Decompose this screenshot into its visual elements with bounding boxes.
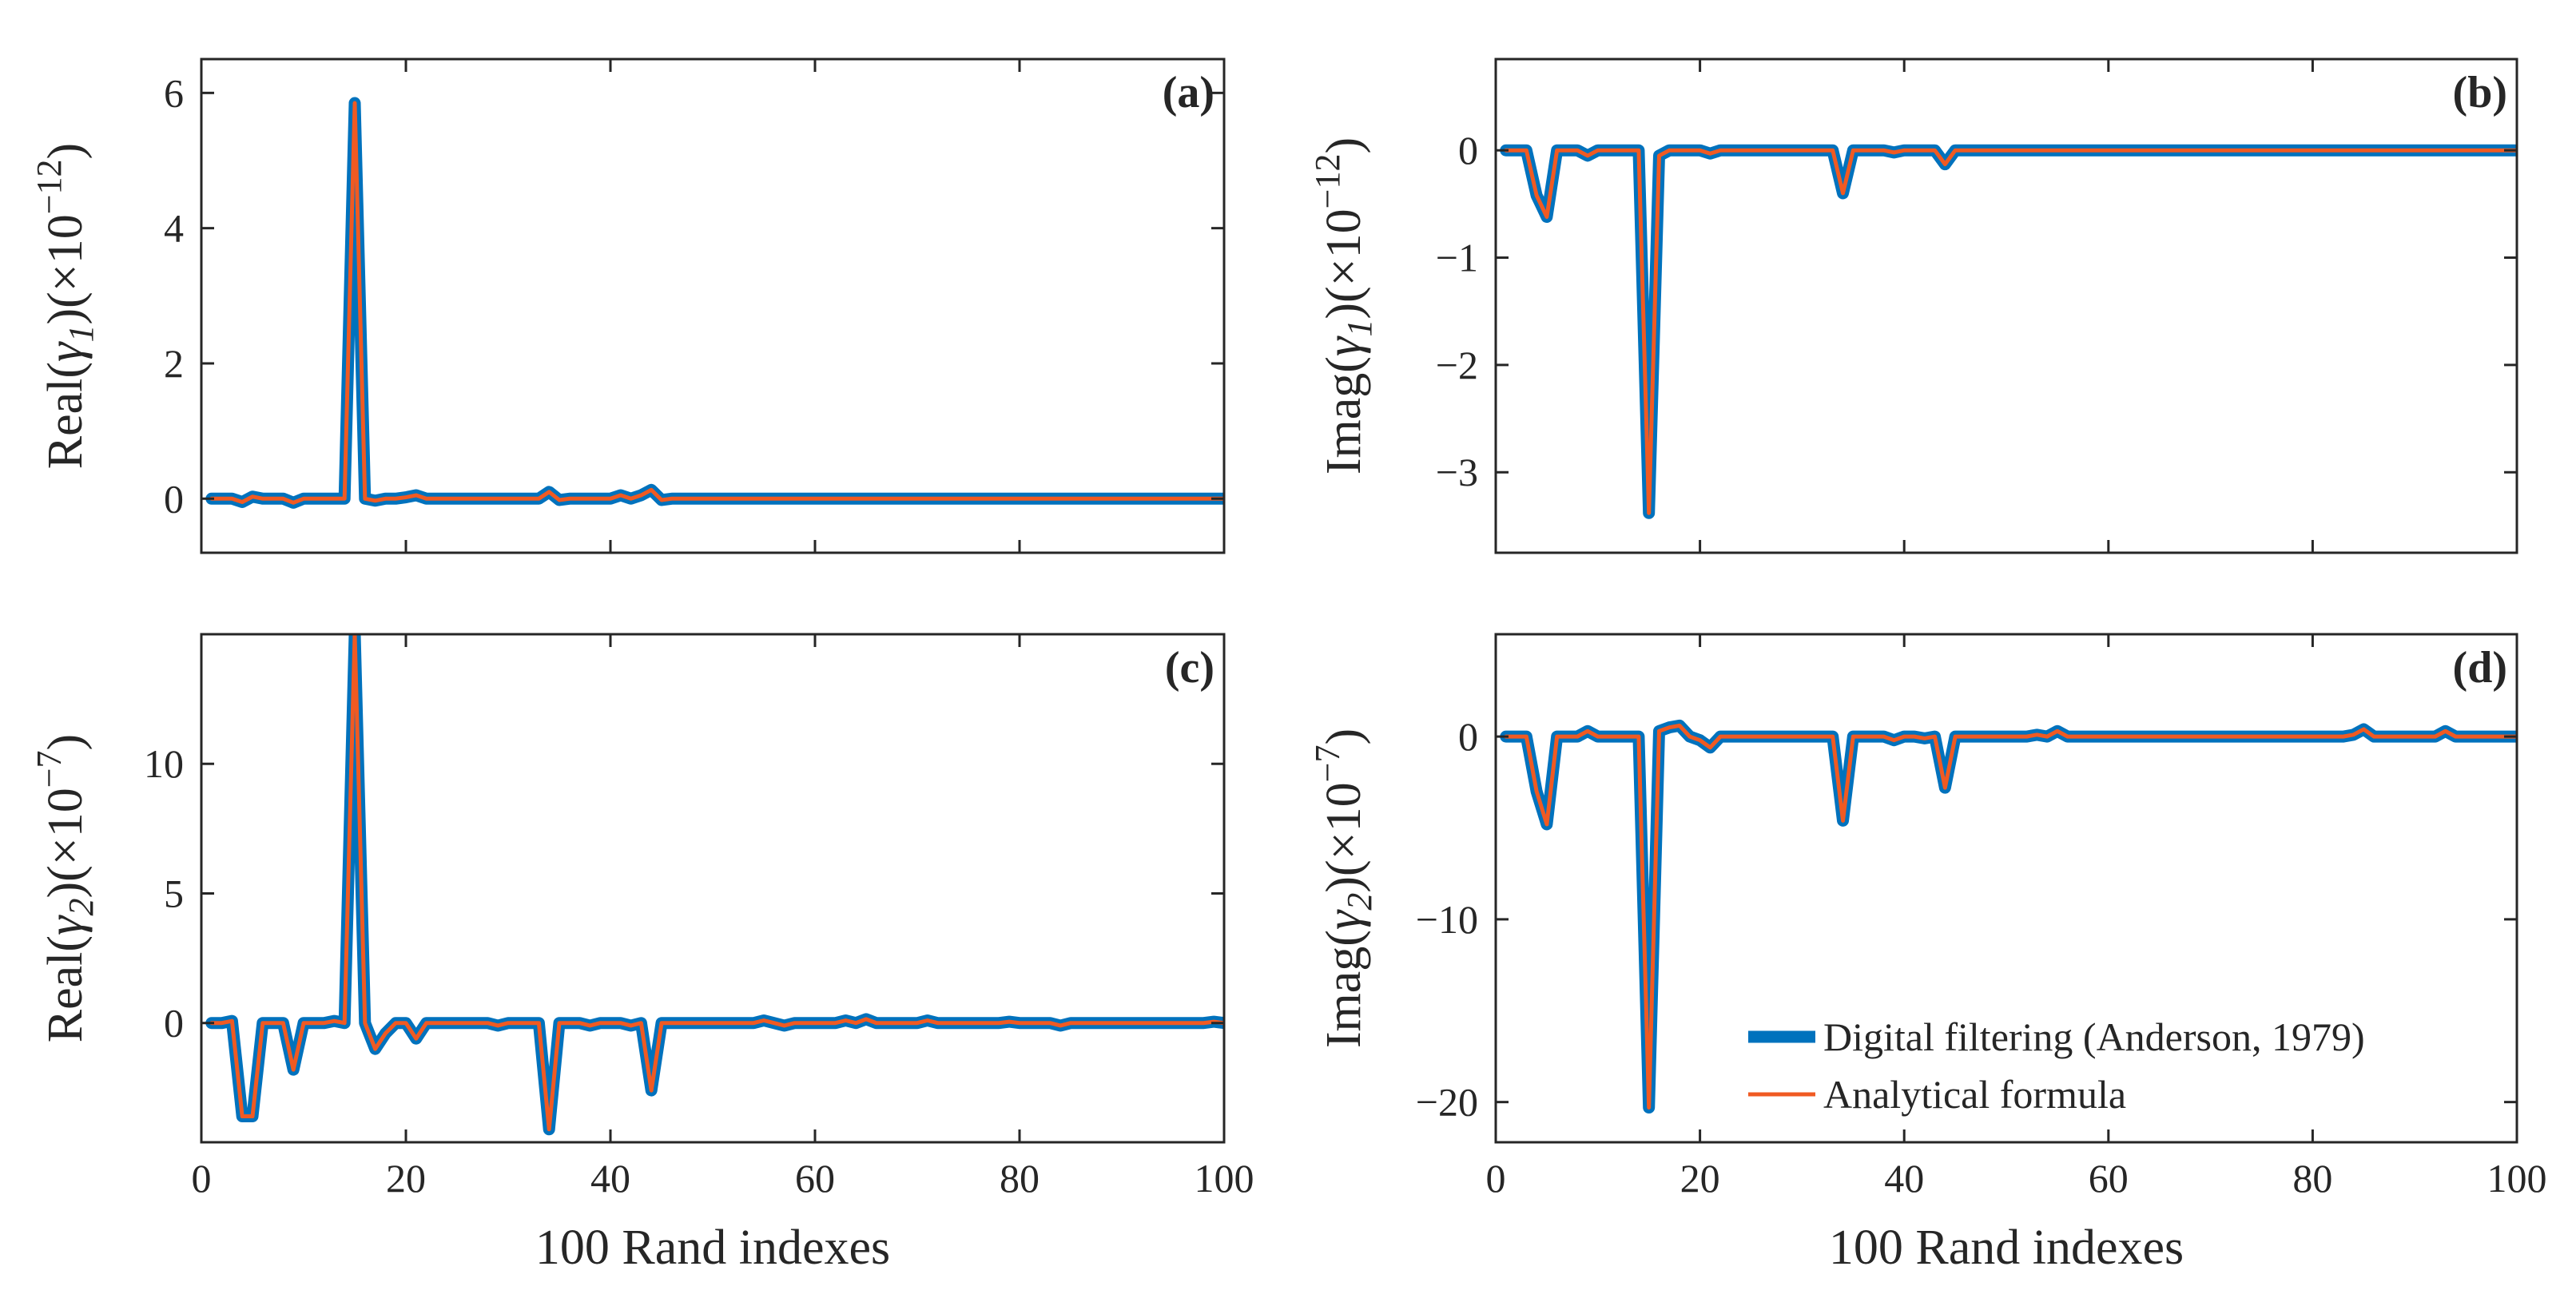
y-axis-label-part: ): [1317, 137, 1371, 154]
axes-box: [1494, 633, 2518, 1144]
x-tick-label: 80: [2292, 1156, 2332, 1201]
y-axis-label-part: γ: [38, 915, 93, 935]
y-tick-label: 5: [164, 871, 184, 915]
y-axis-label-part: 2: [62, 899, 101, 916]
legend: Digital filtering (Anderson, 1979) Analyt…: [1748, 1014, 2365, 1117]
y-tick-label: 4: [164, 206, 184, 251]
x-tick-label: 0: [1486, 1156, 1506, 1201]
y-tick-label: 6: [164, 70, 184, 115]
x-tick-label: 80: [1000, 1156, 1040, 1201]
x-tick-label: 0: [192, 1156, 212, 1201]
y-tick-label: 0: [1458, 714, 1478, 759]
panel-c: 0 20 40 60 80 100 0 5 10 (c) 100 Rand indexes Real(…: [30, 633, 1254, 1275]
x-tick-label: 100: [1195, 1156, 1254, 1201]
y-axis-label: Real(γ1)(×10−12): [30, 143, 101, 469]
y-axis-label-part: γ: [1317, 335, 1371, 356]
y-axis-label: Real(γ2)(×10−7): [30, 734, 101, 1042]
y-axis-label-part: ): [1317, 728, 1371, 745]
y-tick-label: −20: [1416, 1080, 1478, 1125]
y-axis-label-part: ): [38, 143, 93, 160]
y-tick-label: −10: [1416, 897, 1478, 942]
x-axis-label: 100 Rand indexes: [1829, 1221, 2184, 1275]
panel-label: (c): [1165, 643, 1214, 693]
y-axis-label: Imag(γ2)(×10−7): [1308, 728, 1379, 1048]
legend-label-digital: Digital filtering (Anderson, 1979): [1823, 1014, 2365, 1059]
x-tick-label: 20: [1680, 1156, 1720, 1201]
axes-box: [200, 633, 1226, 1144]
y-tick-label: 10: [144, 741, 184, 786]
axes-box: [200, 58, 1226, 554]
y-axis-label-part: 1: [1340, 320, 1379, 337]
panel-label: (d): [2453, 643, 2507, 693]
series-analytical-formula: [1504, 723, 2517, 1110]
y-axis-label-part: )(×10: [38, 788, 93, 898]
y-tick-label: −2: [1436, 343, 1478, 387]
y-axis-label-part: )(×10: [1317, 782, 1371, 892]
y-axis-label-part: 1: [62, 325, 101, 343]
x-tick-label: 100: [2487, 1156, 2547, 1201]
y-axis-label-part: γ: [1317, 909, 1371, 930]
axes-box: [1494, 58, 2518, 554]
y-axis-label-part: −12: [30, 159, 69, 214]
y-axis-label-part: −7: [30, 750, 69, 788]
x-tick-label: 20: [386, 1156, 426, 1201]
y-axis-label-part: 2: [1340, 893, 1379, 911]
y-tick-label: −3: [1436, 450, 1478, 494]
y-axis-label-part: )(×10: [1317, 208, 1371, 319]
y-axis-label-part: −12: [1308, 154, 1347, 209]
series-analytical-formula: [1504, 148, 2517, 515]
series-analytical-formula: [209, 634, 1224, 1132]
panel-a: 0 2 4 6 (a) Real(γ1)(×10−12): [30, 58, 1226, 554]
series-analytical-formula: [209, 101, 1224, 505]
y-axis-label: Imag(γ1)(×10−12): [1308, 137, 1379, 474]
y-axis-label-part: )(×10: [38, 214, 93, 324]
y-axis-label-part: γ: [38, 341, 93, 362]
legend-label-analytical: Analytical formula: [1823, 1072, 2126, 1117]
x-axis-label: 100 Rand indexes: [535, 1221, 890, 1275]
y-axis-label-part: Real(: [38, 935, 93, 1042]
y-axis-label-part: ): [38, 734, 93, 751]
x-tick-label: 40: [1884, 1156, 1924, 1201]
panel-d: 0 20 40 60 80 100 −20 −10 0 (d) 100 Rand indexes Im…: [1308, 633, 2547, 1275]
x-tick-label: 60: [2089, 1156, 2129, 1201]
x-tick-label: 40: [590, 1156, 630, 1201]
y-axis-label-part: Imag(: [1317, 356, 1371, 474]
y-axis-label-part: Imag(: [1317, 930, 1371, 1048]
y-tick-label: −1: [1436, 236, 1478, 280]
y-axis-label-part: −7: [1308, 745, 1347, 783]
panel-label: (a): [1163, 68, 1214, 117]
y-tick-label: 2: [164, 341, 184, 386]
y-tick-label: 0: [164, 476, 184, 521]
y-axis-label-part: Real(: [38, 362, 93, 469]
y-tick-label: 0: [164, 1001, 184, 1046]
panel-label: (b): [2453, 68, 2507, 117]
x-tick-label: 60: [795, 1156, 835, 1201]
y-tick-label: 0: [1458, 128, 1478, 173]
panel-b: −3 −2 −1 0 (b) Imag(γ1)(×10−12): [1308, 58, 2518, 554]
